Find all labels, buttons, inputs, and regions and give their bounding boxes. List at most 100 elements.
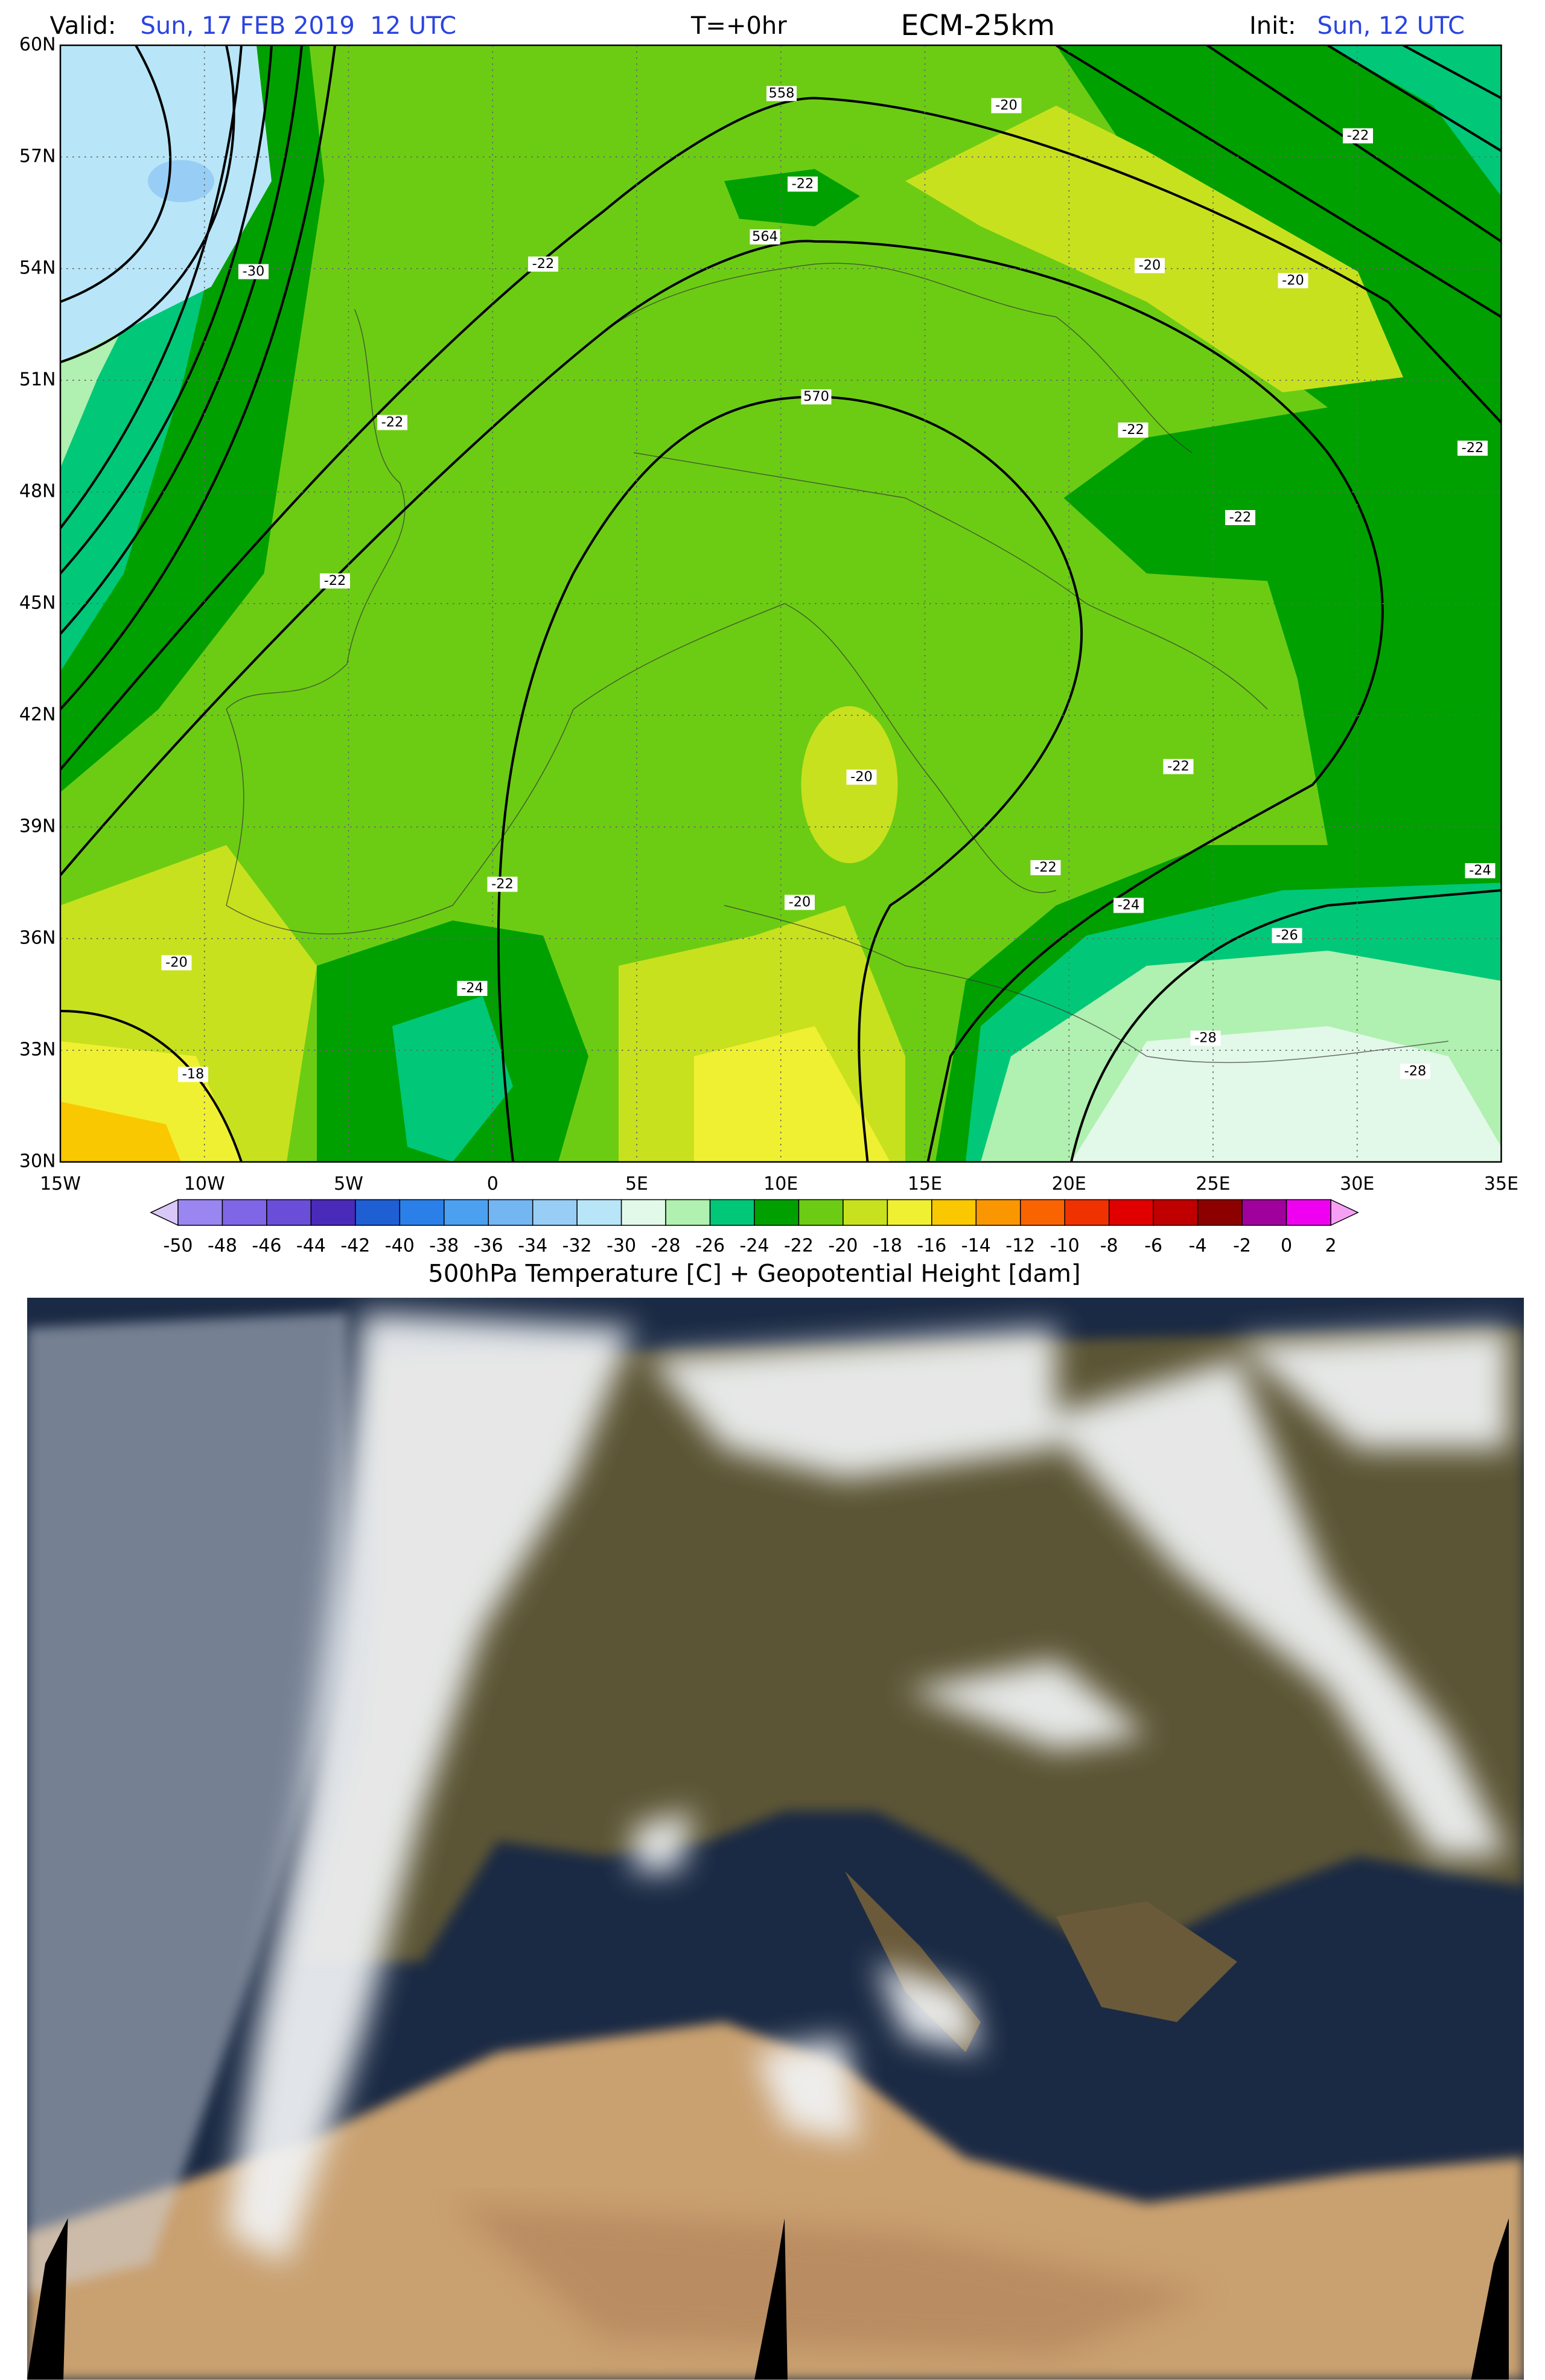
colorbar-label: -26 [695,1236,725,1257]
colorbar-swatch [399,1199,445,1226]
contour-label-bg [238,264,269,279]
contour-label: -28 [1194,1030,1217,1046]
lon-tick-label: 10E [763,1173,798,1195]
lat-tick-label: 33N [19,1039,56,1061]
lon-tick-label: 25E [1196,1173,1230,1195]
colorbar-swatch [1064,1199,1110,1226]
lat-tick-label: 54N [19,258,56,279]
contour-label: -22 [792,176,814,192]
lat-tick-label: 51N [19,369,56,391]
colorbar-swatch [266,1199,312,1226]
valid-time: Sun, 17 FEB 2019 12 UTC [141,12,457,40]
colorbar-label: -24 [740,1236,769,1257]
colorbar-swatch [843,1199,888,1226]
contour-label: -22 [1167,759,1190,774]
contour-label-bg [178,1067,208,1082]
contour-label: 570 [803,389,829,404]
colorbar-label: -42 [340,1236,370,1257]
contour-label: -22 [491,876,514,892]
colorbar-swatch [221,1199,267,1226]
colorbar-label: -46 [252,1236,281,1257]
colorbar-label: -4 [1189,1236,1207,1257]
colorbar-swatch [1108,1199,1154,1226]
colorbar-swatch [931,1199,977,1226]
init-label: Init: [1249,12,1296,40]
contour-label-bg [377,415,407,430]
contour-label-bg [1465,863,1496,878]
colorbar-label: -36 [474,1236,503,1257]
colorbar-label: -14 [961,1236,991,1257]
lon-tick-label: 10W [184,1173,225,1195]
contour-label: -24 [1469,863,1491,878]
contour-label-bg [788,176,818,192]
forecast-step: T=+0hr [690,12,787,40]
lon-tick-label: 20E [1052,1173,1086,1195]
contour-label-bg [161,955,192,971]
contour-label-bg [766,86,797,101]
colorbar-label: -20 [828,1236,858,1257]
contour-label-bg [1190,1030,1221,1046]
contour-label: -24 [461,980,483,996]
colorbar-label: -50 [164,1236,193,1257]
contour-label-bg [1118,423,1148,438]
map-frame [59,44,1502,1163]
colorbar-label: -10 [1050,1236,1080,1257]
valid-label: Valid: [50,12,116,40]
contour-label: 564 [752,229,778,244]
lat-tick-label: 48N [19,481,56,502]
colorbar-label: -44 [296,1236,326,1257]
colorbar-swatch [887,1199,932,1226]
lon-tick-label: 30E [1340,1173,1374,1195]
contour-label: -22 [324,573,346,589]
lon-tick-label: 5E [625,1173,648,1195]
colorbar-label: -8 [1100,1236,1118,1257]
colorbar-label: -16 [917,1236,946,1257]
contour-label-bg [846,770,877,785]
colorbar-swatch [709,1199,755,1226]
colorbar-swatch [798,1199,844,1226]
lat-tick-label: 45N [19,593,56,614]
colorbar-swatch [488,1199,534,1226]
colorbar-label: -34 [518,1236,547,1257]
temperature-map: 558 -20 -22 -22 564 -22 -20 -20 -30 570 -22 -22 -22 -… [60,45,1502,1163]
colorbar-label: 2 [1325,1236,1336,1257]
colorbar-label: -32 [562,1236,592,1257]
contour-label-bg [1272,928,1302,943]
colorbar-label: -28 [651,1236,681,1257]
contour-label-bg [1343,128,1373,144]
contour-label-bg [1278,273,1308,289]
colorbar-label: -48 [208,1236,237,1257]
colorbar-label: 0 [1281,1236,1292,1257]
contour-label: -30 [243,264,265,279]
contour-label-bg [487,876,518,892]
contour-label: -22 [1034,860,1057,875]
contour-label-bg [1163,759,1194,774]
model-name: ECM-25km [901,9,1056,42]
colorbar-swatch [444,1199,489,1226]
lat-tick-label: 30N [19,1151,56,1172]
colorbar-swatch [620,1199,666,1226]
colorbar-swatch [975,1199,1021,1226]
colorbar-swatch [665,1199,711,1226]
contour-label: -20 [995,98,1018,113]
contour-label-bg [1457,441,1488,456]
contour-label-bg [785,895,815,910]
contour-label-bg [1113,898,1144,913]
colorbar-swatch [576,1199,622,1226]
contour-label-bg [528,257,558,272]
contour-label: -20 [1282,273,1304,289]
lon-tick-label: 0 [487,1173,499,1195]
lon-tick-label: 35E [1484,1173,1518,1195]
colorbar-label: -18 [873,1236,902,1257]
colorbar-label: -12 [1005,1236,1035,1257]
contour-label: -20 [165,955,188,971]
satellite-image [27,1298,1524,2380]
contour-label: -20 [789,895,811,910]
colorbar-swatch [355,1199,401,1226]
contour-label: -22 [1229,509,1252,525]
contour-label: 558 [769,86,795,101]
colorbar-swatch [177,1199,223,1226]
colorbar-swatch [1285,1199,1331,1226]
lon-tick-label: 5W [334,1173,363,1195]
